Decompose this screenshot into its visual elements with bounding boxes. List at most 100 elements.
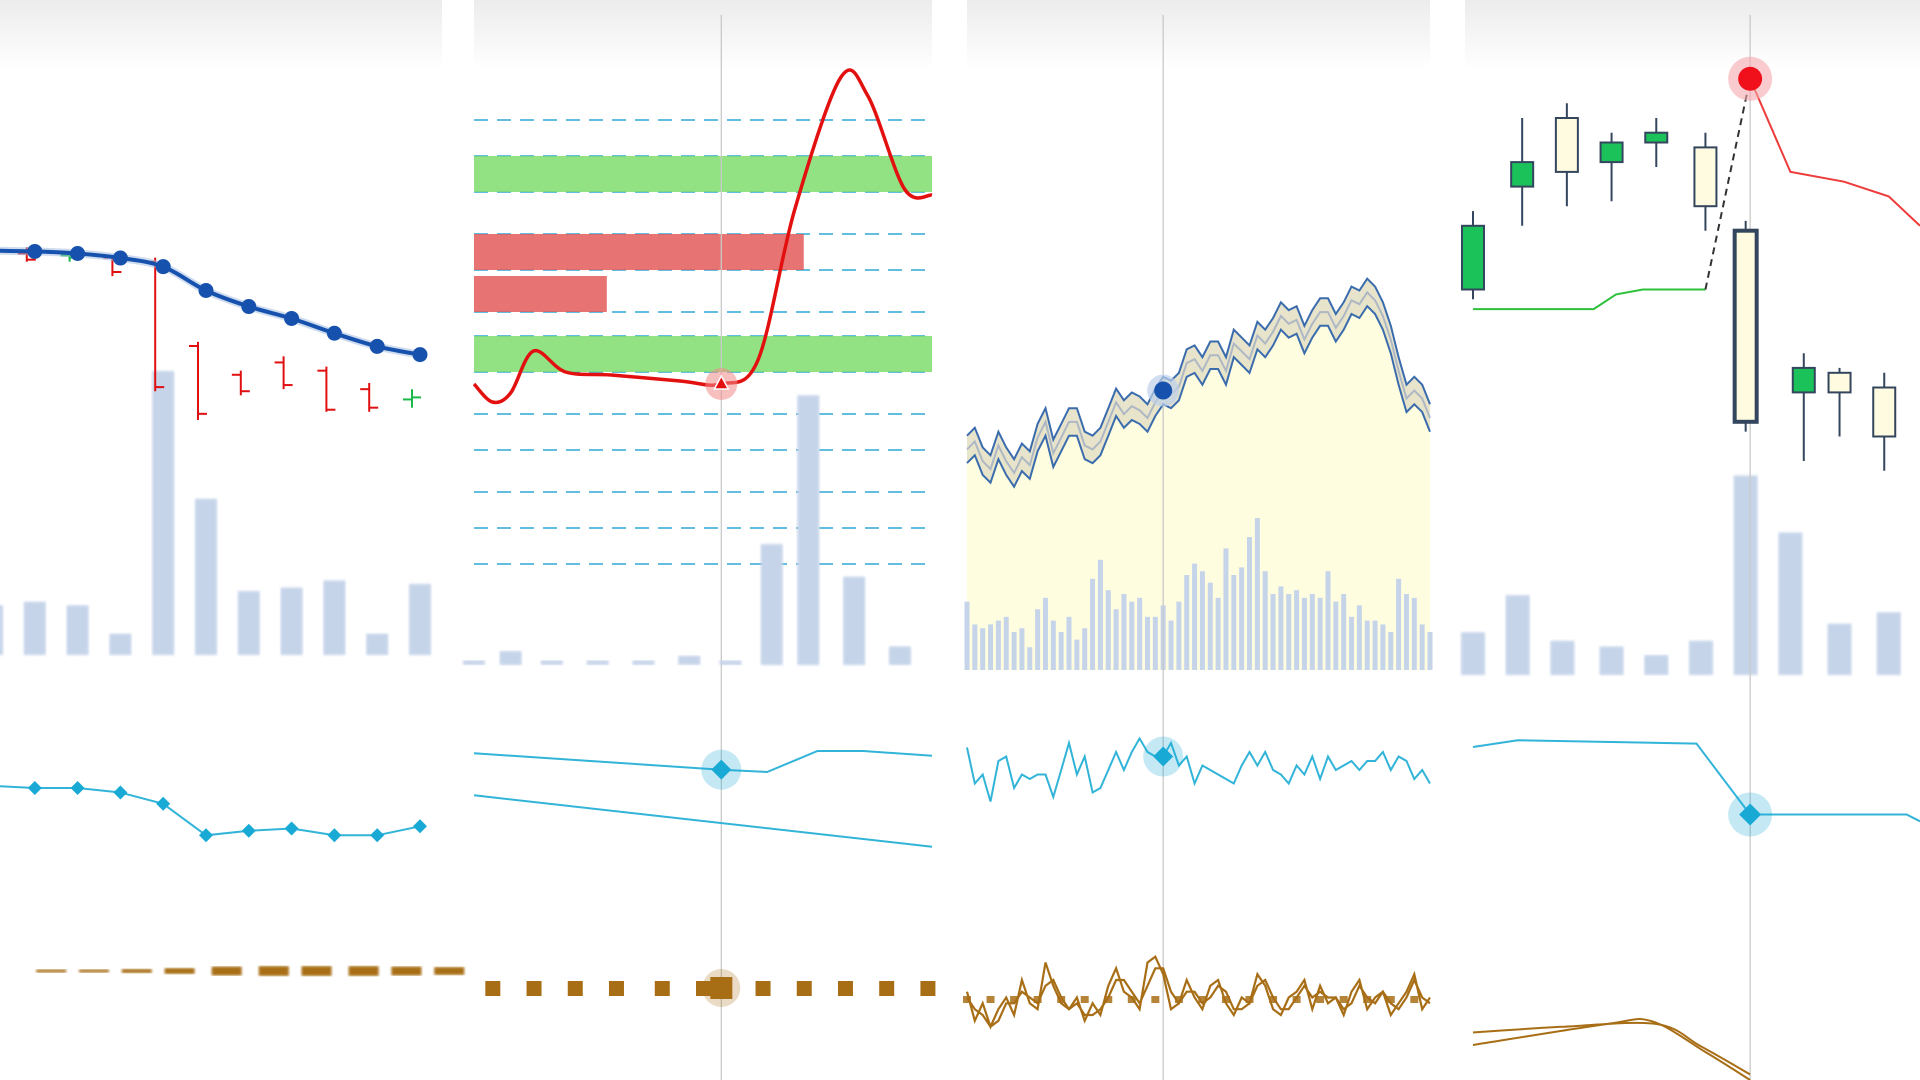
oscillator-point <box>241 823 256 838</box>
signal-square <box>1010 996 1019 1003</box>
red-zone <box>474 234 804 270</box>
moving-average-point <box>27 243 43 259</box>
signal-square <box>485 981 501 996</box>
volume-bar <box>1505 595 1530 675</box>
signal-square <box>1104 996 1113 1003</box>
volume-bar <box>1011 632 1017 670</box>
oscillator-point <box>284 821 299 836</box>
signal-marker <box>710 977 733 999</box>
volume-bar <box>972 624 978 670</box>
band-fill <box>967 278 1430 487</box>
volume-bar <box>1411 597 1417 670</box>
volume-bar <box>323 580 346 655</box>
volume-bar <box>1207 582 1213 670</box>
volume-bar <box>280 587 303 655</box>
signal-square <box>1316 996 1325 1003</box>
volume-bar <box>1461 632 1485 675</box>
candle-body <box>1644 131 1669 144</box>
signal-histogram-bar <box>121 969 152 973</box>
signal-square <box>963 996 971 1003</box>
signal-square <box>1339 996 1348 1003</box>
signal-line-b <box>1472 1021 1751 1076</box>
signal-square <box>986 996 995 1003</box>
signal-square <box>1080 996 1089 1003</box>
volume-bar <box>66 605 89 655</box>
signal-histogram-bar <box>391 966 422 976</box>
volume-bar <box>843 576 866 665</box>
volume-bar <box>1262 571 1268 670</box>
volume-bar <box>1231 575 1237 670</box>
volume-bar <box>1419 624 1425 670</box>
signal-square <box>1245 996 1254 1003</box>
signal-square <box>1363 996 1372 1003</box>
signal-square <box>1269 996 1278 1003</box>
volume-bar <box>1121 594 1127 670</box>
signal-square <box>1221 996 1230 1003</box>
oscillator-point <box>27 781 42 795</box>
volume-bar <box>1827 623 1852 675</box>
volume-bar <box>1035 609 1041 670</box>
moving-average-point <box>284 310 300 326</box>
signal-square <box>1292 996 1301 1003</box>
volume-bar <box>1247 537 1253 670</box>
area-fill <box>967 292 1430 670</box>
volume-bar <box>1019 628 1025 670</box>
signal-histogram-bar <box>434 967 465 975</box>
chart-panel-3 <box>963 0 1433 1080</box>
step-line-red <box>1749 78 1920 227</box>
volume-bar <box>1364 620 1370 670</box>
moving-average-point <box>70 246 86 261</box>
red-zone <box>474 276 607 312</box>
volume-bar <box>1129 601 1135 670</box>
volume-bar <box>1184 575 1190 670</box>
volume-bar <box>1286 594 1292 670</box>
moving-average-point <box>369 338 385 354</box>
volume-bar <box>1223 548 1229 670</box>
step-marker <box>1738 66 1763 91</box>
volume-bar <box>1144 616 1150 670</box>
oscillator-line-b <box>473 794 933 848</box>
green-zone <box>474 336 932 372</box>
panel-header-fade <box>0 0 442 70</box>
volume-bar <box>1278 586 1284 670</box>
volume-bar <box>1199 571 1205 670</box>
moving-average-line <box>0 248 421 357</box>
oscillator-point <box>113 785 128 800</box>
signal-square <box>654 981 670 996</box>
volume-bar <box>632 660 655 665</box>
oscillator-point <box>413 819 427 834</box>
volume-bar <box>1192 563 1198 670</box>
signal-line-1 <box>965 955 1431 1030</box>
volume-bar <box>237 591 260 655</box>
volume-bar <box>988 624 994 670</box>
signal-square <box>1033 996 1042 1003</box>
volume-bar <box>1003 616 1009 670</box>
volume-bar <box>23 601 46 655</box>
oscillator-marker <box>711 759 732 780</box>
volume-bar <box>1876 612 1901 675</box>
volume-bar <box>1113 609 1119 670</box>
volume-bar <box>499 651 522 665</box>
volume-bar <box>888 646 911 665</box>
moving-average-point <box>198 283 214 298</box>
band-mid-line <box>966 290 1431 475</box>
volume-bar <box>1733 475 1758 675</box>
candle-body <box>1510 161 1535 188</box>
volume-bar <box>1066 616 1072 670</box>
volume-bar <box>1168 620 1174 670</box>
chart-panel-1 <box>0 0 465 976</box>
signal-histogram-bar <box>348 966 379 976</box>
moving-average-point <box>112 250 128 266</box>
volume-bar <box>1097 559 1103 670</box>
signal-square <box>755 981 771 996</box>
volume-bar <box>678 655 701 665</box>
signal-histogram-bar <box>211 966 242 976</box>
signal-square <box>837 981 853 996</box>
volume-bar <box>1550 640 1575 675</box>
volume-bar <box>1050 620 1056 670</box>
signal-square <box>1127 996 1136 1003</box>
volume-bar <box>586 660 609 665</box>
step-line-green <box>1473 288 1706 311</box>
volume-bar <box>1301 597 1307 670</box>
